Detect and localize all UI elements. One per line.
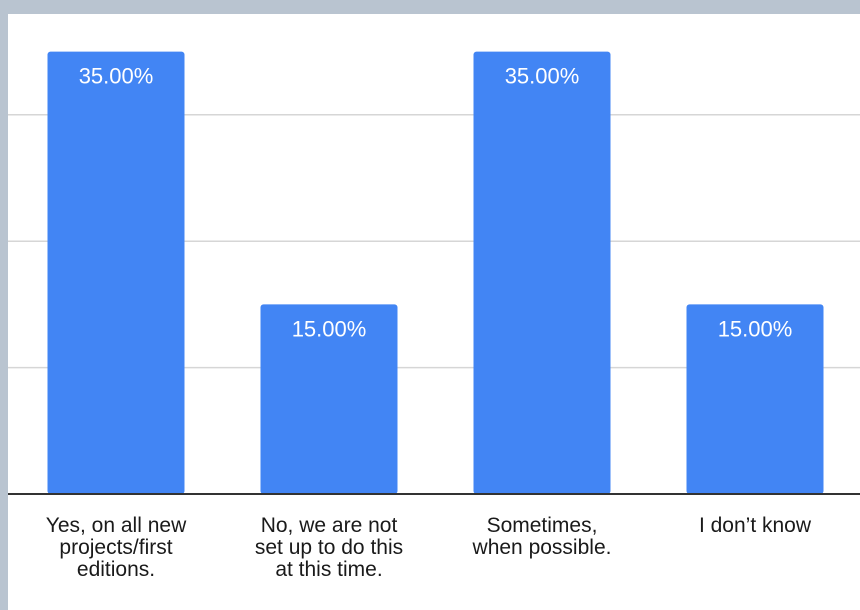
category-label: Yes, on all new projects/first editions. [46,514,187,581]
bar [686,304,824,494]
bar-value-label: 15.00% [718,316,793,341]
category-label: No, we are not set up to do this at this t… [255,514,403,581]
bar [473,51,611,494]
category-label: I don’t know [699,514,812,537]
category-label: Sometimes, when possible. [472,514,612,559]
bar-value-label: 35.00% [79,64,154,89]
bar [260,304,398,494]
bar-chart: 35.00% Yes, on all new projects/first editi… [8,51,860,581]
bar-value-label: 15.00% [292,316,367,341]
bar [47,51,185,494]
chart-panel: 35.00% Yes, on all new projects/first editi… [8,14,860,610]
bar-value-label: 35.00% [505,64,580,89]
